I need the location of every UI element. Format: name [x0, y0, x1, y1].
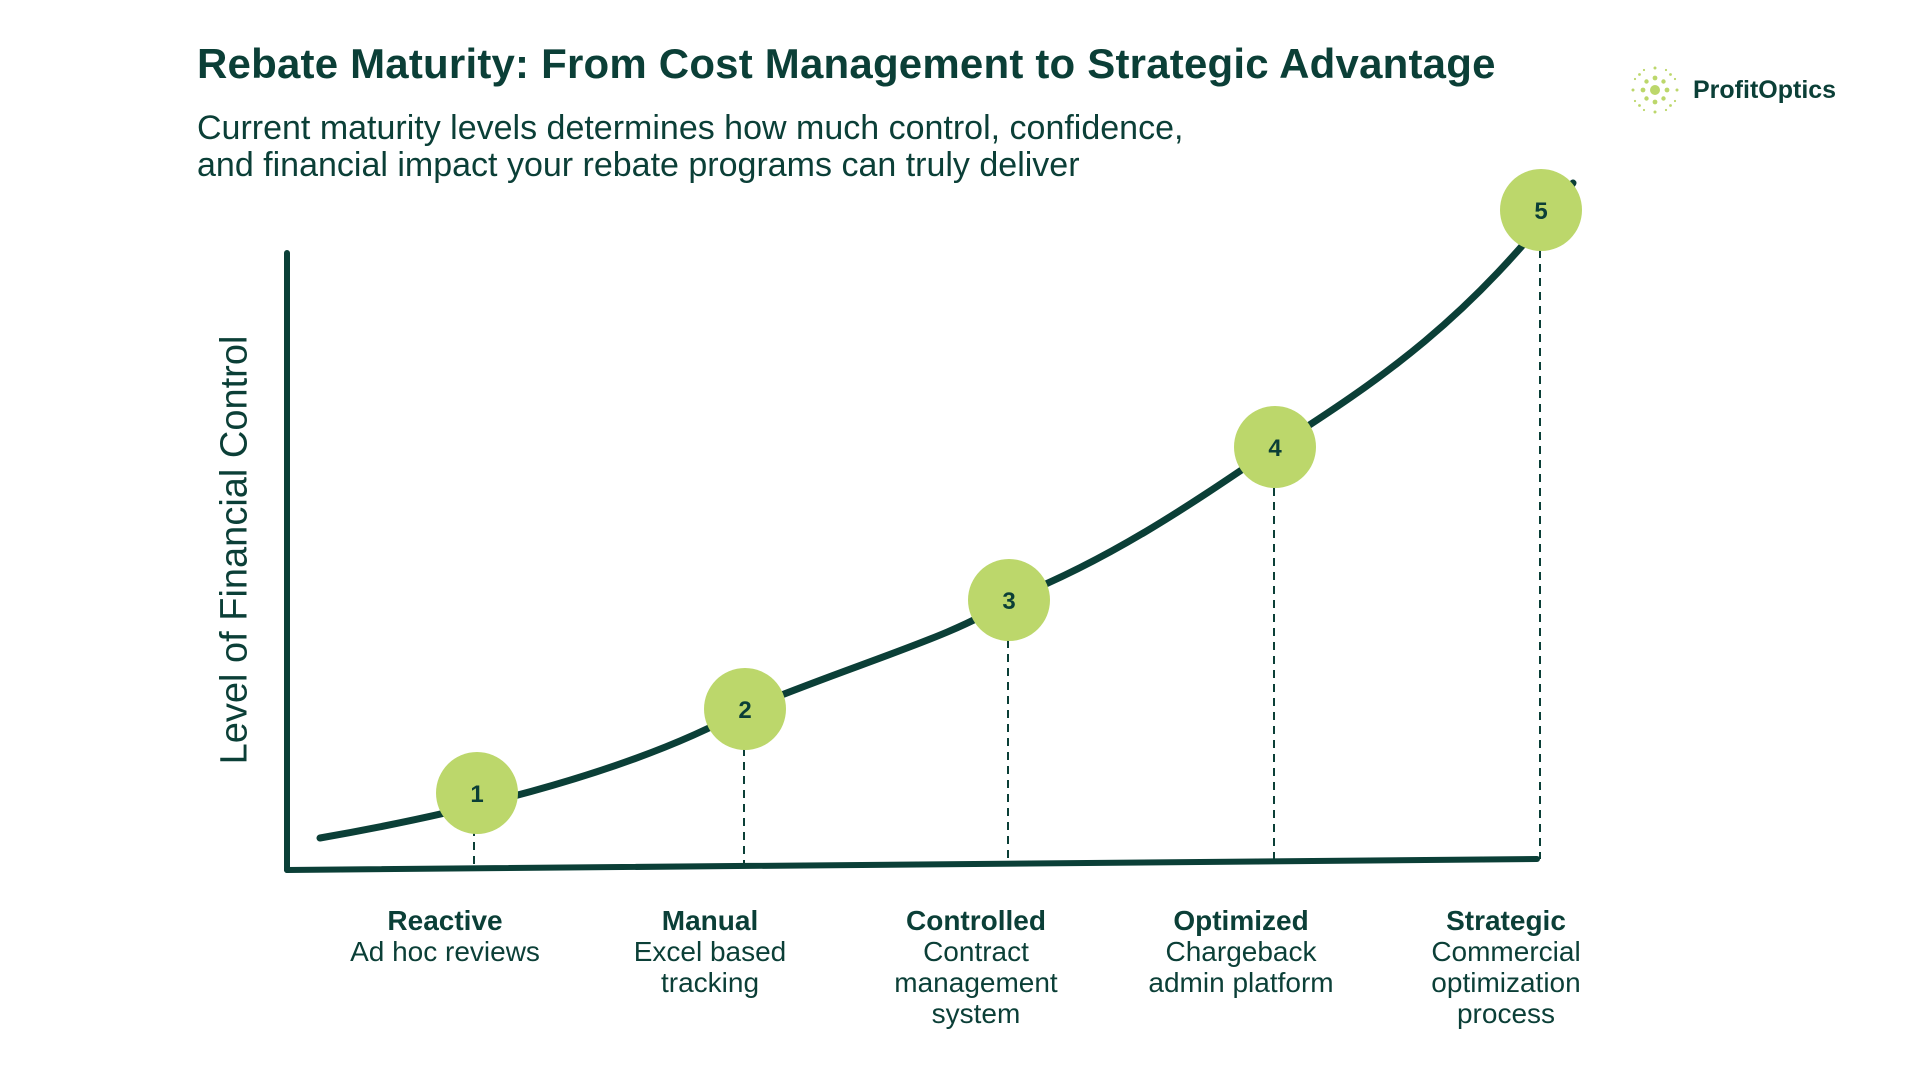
stage-desc-line: Contract	[923, 936, 1029, 967]
stage-label-strategic: Strategic Commercial optimization proces…	[1386, 905, 1626, 1029]
stage-number-1: 1	[470, 781, 483, 808]
stage-desc-line: admin platform	[1148, 967, 1334, 998]
stage-number-3: 3	[1002, 588, 1015, 615]
stage-desc-line: management	[894, 967, 1058, 998]
page-subtitle: Current maturity levels determines how m…	[197, 110, 1397, 184]
stage-number-5: 5	[1534, 198, 1547, 225]
stage-desc-line: tracking	[660, 967, 760, 998]
stage-desc-line: Chargeback	[1165, 936, 1317, 967]
stage-marker-5: 5	[1500, 169, 1582, 251]
stage-label-optimized: Optimized Chargeback admin platform	[1121, 905, 1361, 998]
stage-name: Reactive	[387, 905, 503, 936]
stage-label-reactive: Reactive Ad hoc reviews	[325, 905, 565, 967]
stage-desc-line: optimization	[1431, 967, 1581, 998]
stage-marker-4: 4	[1234, 406, 1316, 488]
stage-name: Controlled	[906, 905, 1046, 936]
stage-marker-3: 3	[968, 559, 1050, 641]
stage-number-2: 2	[738, 697, 751, 724]
brand-logo: ProfitOptics	[1625, 60, 1836, 120]
stage-name: Strategic	[1446, 905, 1566, 936]
stage-label-manual: Manual Excel based tracking	[590, 905, 830, 998]
brand-name: ProfitOptics	[1693, 75, 1837, 104]
stage-name: Manual	[661, 905, 759, 936]
x-axis-line	[284, 856, 1540, 873]
subtitle-line-2: and financial impact your rebate program…	[197, 146, 1080, 184]
stage-name: Optimized	[1173, 905, 1309, 936]
stage-desc-line: Excel based	[633, 936, 787, 967]
stage-desc-line: process	[1456, 998, 1556, 1029]
stage-number-4: 4	[1268, 435, 1282, 462]
growth-curve	[316, 179, 1577, 842]
stage-label-controlled: Controlled Contract management system	[856, 905, 1096, 1029]
stage-desc-line: system	[931, 998, 1021, 1029]
subtitle-line-1: Current maturity levels determines how m…	[197, 109, 1184, 147]
stage-marker-2: 2	[704, 668, 786, 750]
sparkle-dots-icon	[1631, 66, 1679, 114]
stage-marker-1: 1	[436, 752, 518, 834]
page-title: Rebate Maturity: From Cost Management to…	[197, 40, 1496, 87]
stage-desc-line: Commercial	[1431, 936, 1581, 967]
stage-desc-line: Ad hoc reviews	[350, 936, 540, 967]
